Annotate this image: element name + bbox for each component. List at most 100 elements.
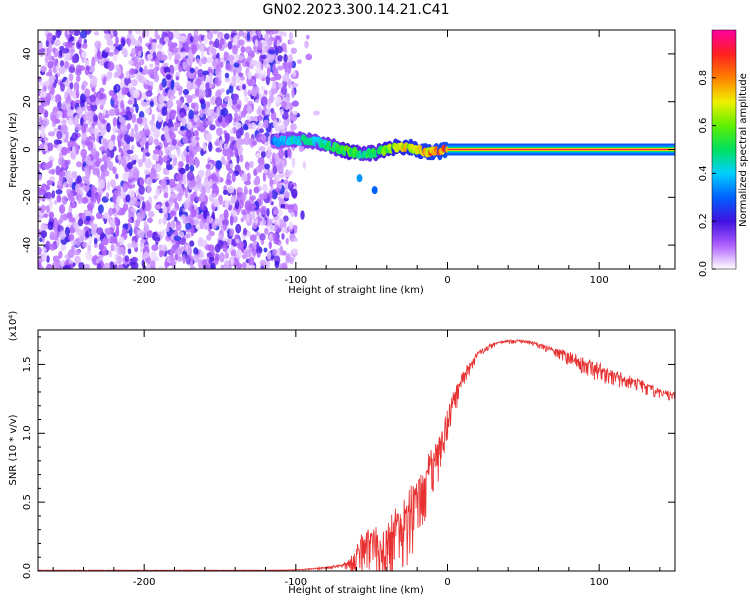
spectrogram-cell: [203, 221, 209, 230]
spectrogram-cell: [57, 101, 62, 110]
spectrogram-cell: [259, 259, 267, 267]
spectrogram-cell: [126, 149, 134, 155]
spectrogram-cell: [201, 185, 207, 196]
spectrogram-cell: [206, 234, 212, 241]
spectrogram-cell: [227, 248, 232, 254]
spectrogram-cell: [46, 255, 50, 263]
spectrogram-cell: [217, 239, 224, 250]
spectrogram-cell: [168, 51, 173, 61]
spectrogram-cell: [38, 104, 45, 115]
spectrogram-cell: [140, 238, 146, 244]
spectrogram-cell: [205, 76, 210, 83]
spectrogram-cell: [160, 244, 168, 252]
spectrogram-cell: [233, 62, 240, 68]
spectrogram-cell: [87, 204, 92, 212]
spectrogram-cell: [247, 104, 253, 115]
snr-panel: -200 -100 0 100 0.0 0.5 1.0 1.5 Height of strai…: [8, 311, 676, 596]
spectrogram-cell: [149, 100, 154, 108]
spectrogram-cell: [195, 88, 200, 97]
spectrogram-cell: [120, 150, 124, 158]
spectrogram-cell: [170, 42, 178, 48]
spectrogram-cell: [84, 110, 89, 121]
spectrogram-cell: [96, 194, 101, 205]
spectrogram-cell: [257, 157, 265, 165]
spectrogram-cell: [193, 216, 200, 226]
spectrogram-cell: [269, 177, 274, 188]
spectrogram-cell: [180, 51, 188, 57]
spectrogram-cell: [268, 157, 273, 163]
spectrogram-cell: [84, 165, 90, 175]
colorbar-tick-label: 0.2: [698, 213, 709, 229]
spectrogram-cell: [111, 93, 118, 101]
spectrogram-cell: [238, 30, 244, 37]
spectrogram-cell: [104, 47, 111, 53]
spectrogram-cell: [186, 106, 191, 112]
spectrogram-cell: [66, 110, 74, 117]
spectrogram-cell: [48, 76, 55, 84]
spectrogram-cell: [288, 221, 293, 230]
spectrogram-cell: [61, 146, 68, 156]
spectrogram-cell: [276, 45, 283, 54]
spectrogram-cell: [268, 89, 273, 96]
spectrogram-cell: [275, 96, 282, 104]
colorbar-tick-label: 0.6: [698, 118, 709, 134]
spectrogram-cell: [138, 50, 142, 57]
spectrogram-cell: [219, 229, 224, 235]
spectrogram-cell: [245, 214, 251, 221]
spectrogram-cell: [49, 176, 55, 182]
spectrogram-cell: [211, 47, 217, 55]
spectrogram-cell: [76, 228, 83, 236]
spectrogram-cell: [222, 219, 229, 227]
spectrogram-cell: [71, 245, 75, 253]
spectrogram-cell: [58, 250, 63, 259]
spectrogram-cell: [206, 101, 211, 108]
spectrogram-cell: [250, 211, 256, 220]
spectrogram-cell: [71, 55, 78, 64]
spectrogram-cell: [266, 150, 272, 160]
spectrogram-cell: [224, 251, 229, 259]
spectrogram-cell: [208, 259, 212, 265]
spectrogram-cell: [220, 264, 224, 269]
spectrogram-cell: [83, 263, 90, 269]
spectrogram-cell: [54, 48, 59, 54]
spectrogram-cell: [256, 251, 261, 258]
spectrogram-cell: [110, 243, 115, 252]
spectrogram-cell: [293, 237, 298, 242]
spectrogram-cell: [59, 49, 63, 58]
spectrogram-cell: [197, 258, 204, 269]
spectrogram-cell: [186, 121, 193, 130]
spectrogram-cell: [276, 65, 284, 71]
spectrogram-cell: [106, 122, 111, 133]
spectrogram-cell: [202, 141, 207, 152]
spectrogram-cell: [240, 110, 246, 118]
spectrogram-cell: [53, 139, 61, 145]
spectrogram-cell: [96, 50, 101, 60]
spectrogram-cell: [73, 120, 78, 125]
spectrogram-cell: [96, 263, 102, 269]
spectrogram-cell: [125, 70, 130, 79]
spectrogram-cell: [110, 179, 116, 188]
spectrogram-cell: [133, 56, 138, 68]
spectrogram-cell: [53, 127, 59, 133]
spectrogram-cell: [260, 205, 267, 216]
spectrogram-cell: [98, 112, 103, 122]
spectrogram-cell: [135, 103, 139, 114]
spectrogram-cell: [233, 35, 239, 45]
spectrogram-cell: [54, 227, 58, 237]
spectrogram-cell: [238, 39, 245, 46]
spectrogram-cell: [38, 80, 41, 90]
spectrogram-ylabel: Frequency (Hz): [8, 112, 19, 188]
spectrogram-cell: [96, 168, 101, 178]
spectrogram-cell: [45, 240, 51, 251]
spectrogram-cell: [160, 178, 168, 189]
spectrogram-cell: [294, 210, 298, 218]
spectrogram-cell: [101, 239, 108, 246]
spectrogram-cell: [215, 63, 220, 73]
spectrogram-cell: [278, 148, 285, 159]
spectrogram-cell: [214, 253, 220, 261]
spectrogram-cell: [81, 197, 89, 204]
spectrogram-cell: [109, 261, 115, 269]
spectrogram-cell: [46, 32, 54, 43]
spectrogram-cell: [176, 192, 183, 202]
spectrogram-cell: [270, 107, 275, 114]
